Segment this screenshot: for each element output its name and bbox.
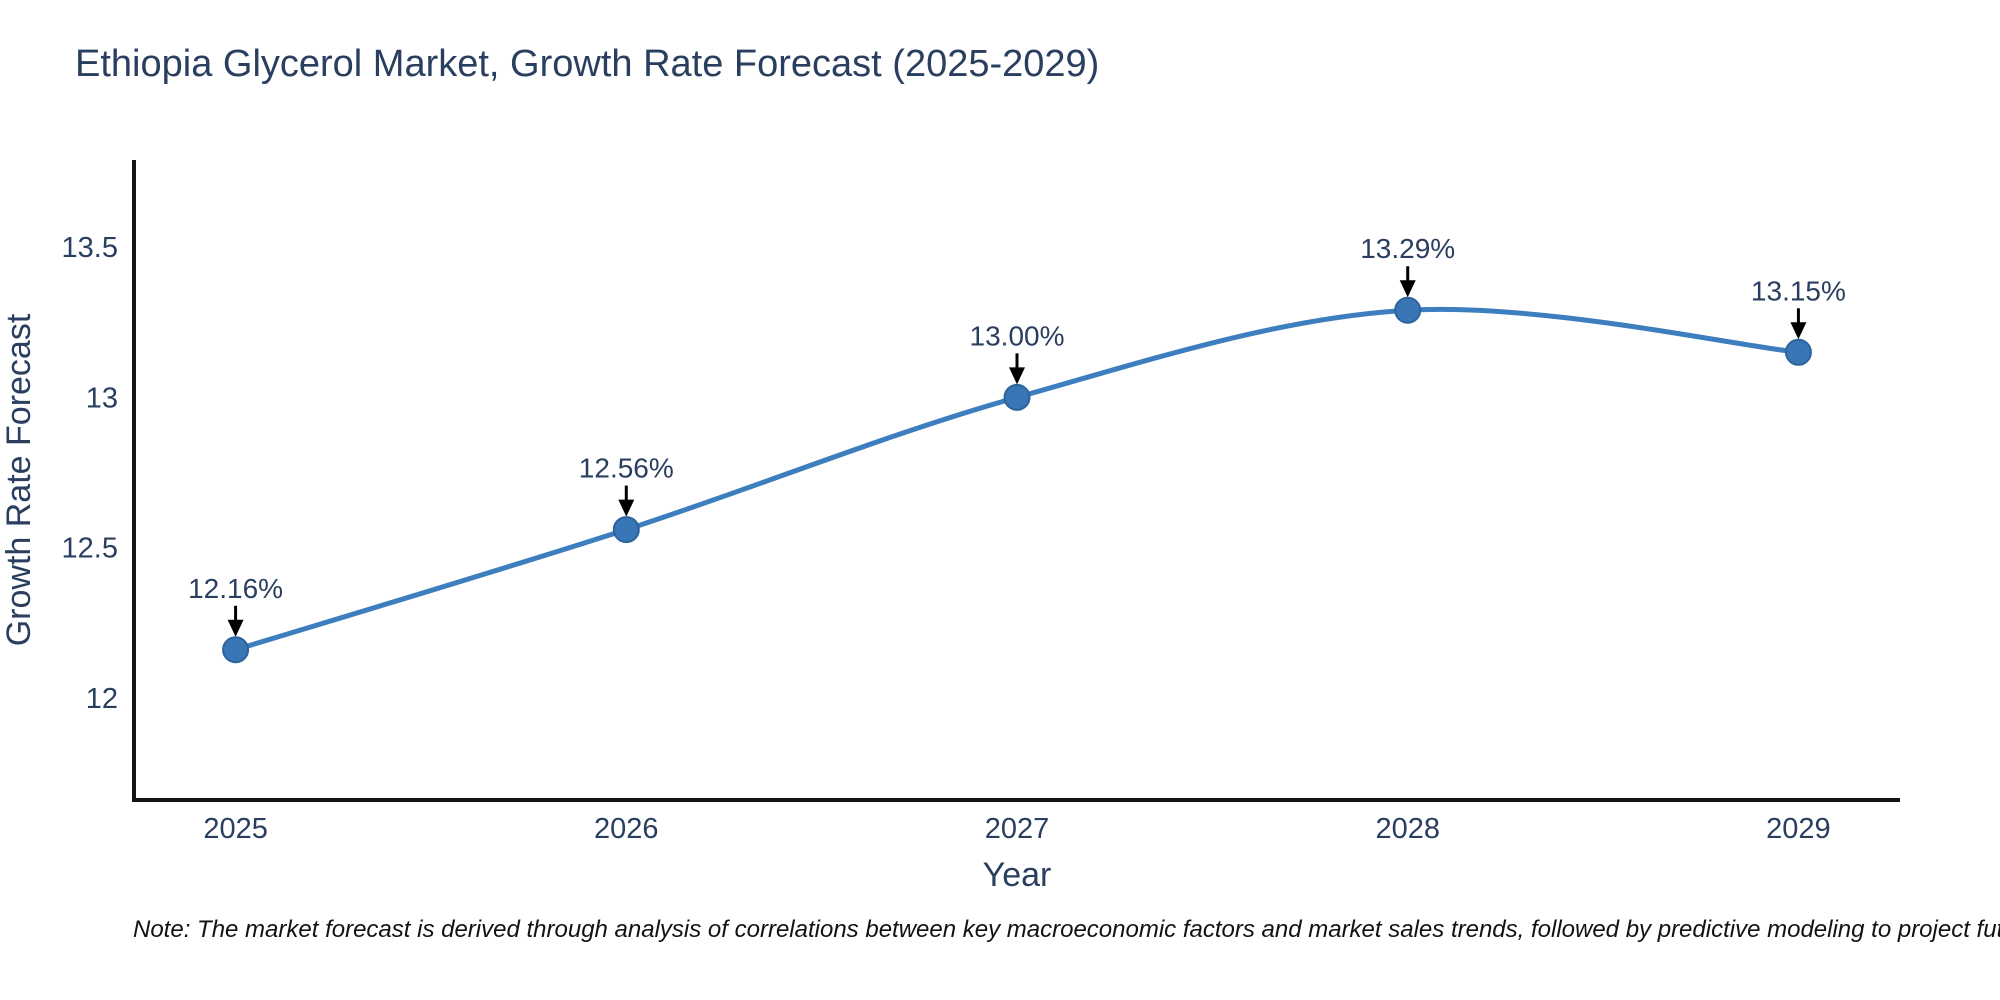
x-tick-label: 2028 bbox=[1375, 813, 1440, 845]
x-tick-label: 2027 bbox=[985, 813, 1050, 845]
annotation-label: 12.16% bbox=[188, 573, 283, 604]
annotation-arrow-head bbox=[1399, 280, 1416, 298]
y-tick-label: 12 bbox=[86, 683, 118, 715]
data-point-marker[interactable] bbox=[222, 636, 250, 664]
annotation-arrow-head bbox=[618, 499, 635, 517]
y-tick-label: 12.5 bbox=[62, 533, 118, 565]
annotation-label: 12.56% bbox=[579, 453, 674, 484]
x-tick-label: 2025 bbox=[203, 813, 268, 845]
annotation-arrow-head bbox=[227, 619, 244, 637]
y-axis-title: Growth Rate Forecast bbox=[0, 313, 38, 646]
annotation-arrow-head bbox=[1790, 322, 1807, 340]
chart-title: Ethiopia Glycerol Market, Growth Rate Fo… bbox=[75, 43, 1100, 85]
x-tick-label: 2029 bbox=[1766, 813, 1831, 845]
data-point-marker[interactable] bbox=[1394, 296, 1422, 324]
annotation-arrow-head bbox=[1009, 367, 1025, 385]
data-point-marker[interactable] bbox=[1784, 338, 1812, 366]
y-tick-label: 13.5 bbox=[62, 232, 118, 264]
chart-footnote: Note: The market forecast is derived thr… bbox=[133, 916, 2000, 943]
x-axis-title: Year bbox=[983, 856, 1052, 894]
annotation-label: 13.29% bbox=[1360, 233, 1455, 264]
data-point-marker[interactable] bbox=[612, 516, 640, 544]
data-point-marker[interactable] bbox=[1003, 383, 1031, 411]
annotation-label: 13.15% bbox=[1751, 275, 1846, 306]
annotation-label: 13.00% bbox=[970, 320, 1065, 351]
y-tick-label: 13 bbox=[86, 382, 118, 414]
x-tick-label: 2026 bbox=[594, 813, 659, 845]
